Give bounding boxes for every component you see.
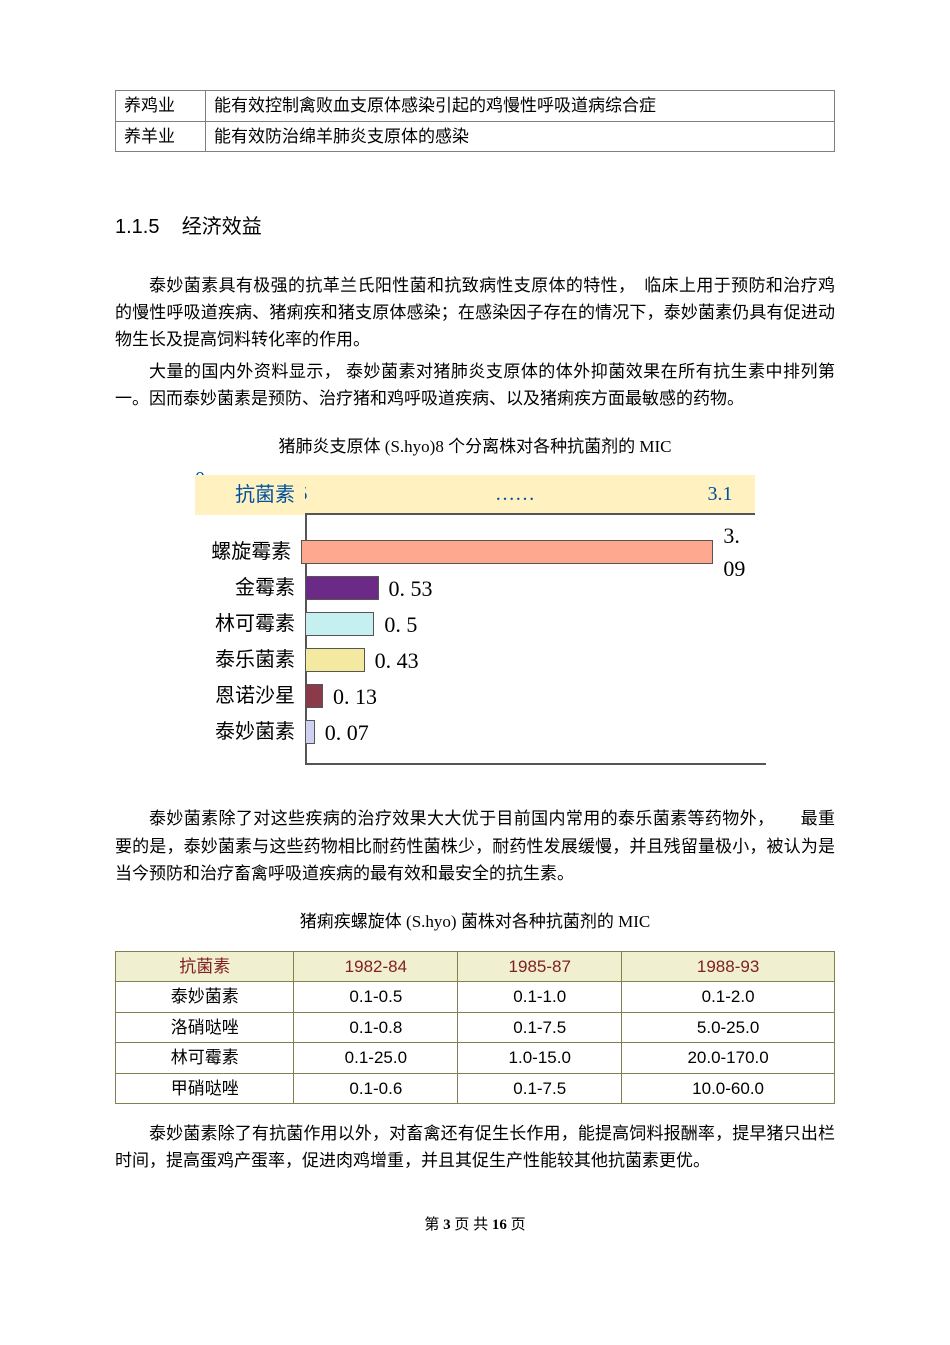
top-table-cell: 养鸡业 [116, 91, 206, 122]
chart-header-label: 抗菌素 [195, 475, 305, 515]
mic-table-cell: 林可霉素 [116, 1043, 294, 1074]
bar-value: 0. 43 [375, 644, 419, 677]
paragraph-1: 泰妙菌素具有极强的抗革兰氏阳性菌和抗致病性支原体的特性， 临床上用于预防和治疗鸡… [115, 272, 835, 354]
bar-label: 泰乐菌素 [197, 645, 305, 675]
bar-value: 0. 07 [325, 716, 369, 749]
paragraph-4: 泰妙菌素除了有抗菌作用以外，对畜禽还有促生长作用，能提高饲料报酬率，提早猪只出栏… [115, 1120, 835, 1174]
top-applications-table: 养鸡业能有效控制禽败血支原体感染引起的鸡慢性呼吸道病综合症养羊业能有效防治绵羊肺… [115, 90, 835, 152]
bar-label: 泰妙菌素 [197, 717, 305, 747]
paragraph-2: 大量的国内外资料显示， 泰妙菌素对猪肺炎支原体的体外抑菌效果在所有抗生素中排列第… [115, 358, 835, 412]
mic-data-table: 抗菌素1982-841985-871988-93 泰妙菌素0.1-0.50.1-… [115, 951, 835, 1105]
bar-row: 金霉素0. 53 [307, 573, 766, 603]
bar-label: 恩诺沙星 [197, 681, 305, 711]
mic-table-cell: 0.1-1.0 [458, 982, 622, 1013]
bar-value: 0. 53 [389, 572, 433, 605]
bar [305, 720, 315, 744]
bar-label: 林可霉素 [197, 609, 305, 639]
bar-label: 螺旋霉素 [197, 537, 301, 567]
top-table-cell: 能有效防治绵羊肺炎支原体的感染 [206, 121, 835, 152]
bar-row: 泰妙菌素0. 07 [307, 717, 766, 747]
mic-table-cell: 5.0-25.0 [622, 1012, 835, 1043]
section-title: 经济效益 [182, 216, 262, 238]
mic-table-cell: 泰妙菌素 [116, 982, 294, 1013]
footer-pre: 第 [424, 1217, 443, 1233]
bar-row: 螺旋霉素3. 09 [307, 537, 766, 567]
mic-table-header: 1985-87 [458, 951, 622, 982]
mic-table-cell: 0.1-2.0 [622, 982, 835, 1013]
bar-row: 恩诺沙星0. 13 [307, 681, 766, 711]
mic-table-cell: 0.1-7.5 [458, 1073, 622, 1104]
bar [305, 684, 323, 708]
mic-table-cell: 10.0-60.0 [622, 1073, 835, 1104]
mic-table-cell: 1.0-15.0 [458, 1043, 622, 1074]
page-footer: 第 3 页 共 16 页 [115, 1214, 835, 1237]
section-number: 1.1.5 [115, 216, 159, 238]
section-heading: 1.1.5 经济效益 [115, 212, 835, 242]
footer-total: 16 [492, 1217, 507, 1233]
mic-table-header: 1982-84 [294, 951, 458, 982]
chart-header-c3: 3.1 [685, 475, 755, 513]
bar [301, 540, 713, 564]
mic-table-cell: 0.1-25.0 [294, 1043, 458, 1074]
mic-table-title: 猪痢疾螺旋体 (S.hyo) 菌株对各种抗菌剂的 MIC [115, 909, 835, 935]
mic-table-header: 1988-93 [622, 951, 835, 982]
bar-value: 0. 13 [333, 680, 377, 713]
top-table-cell: 养羊业 [116, 121, 206, 152]
mic-table-cell: 0.1-7.5 [458, 1012, 622, 1043]
chart1-title: 猪肺炎支原体 (S.hyo)8 个分离株对各种抗菌剂的 MIC [115, 434, 835, 460]
mic-table-cell: 0.1-0.6 [294, 1073, 458, 1104]
footer-page: 3 [443, 1217, 451, 1233]
bar-value: 0. 5 [384, 608, 417, 641]
footer-mid: 页 共 [451, 1217, 492, 1233]
mic-table-cell: 0.1-0.5 [294, 982, 458, 1013]
bar-value: 3. 09 [723, 519, 765, 585]
bar [305, 648, 365, 672]
mic-table-cell: 0.1-0.8 [294, 1012, 458, 1043]
bar-row: 泰乐菌素0. 43 [307, 645, 766, 675]
paragraph-3: 泰妙菌素除了对这些疾病的治疗效果大大优于目前国内常用的泰乐菌素等药物外， 最重要… [115, 805, 835, 887]
mic-bar-chart: 抗菌素 0 ~ 0.5 0.5 …… 3.1 螺旋霉素3. 09金霉素0. 53… [195, 475, 755, 765]
top-table-cell: 能有效控制禽败血支原体感染引起的鸡慢性呼吸道病综合症 [206, 91, 835, 122]
bar [305, 612, 374, 636]
mic-table-cell: 甲硝哒唑 [116, 1073, 294, 1104]
mic-table-header: 抗菌素 [116, 951, 294, 982]
bar-row: 林可霉素0. 5 [307, 609, 766, 639]
mic-table-cell: 洛硝哒唑 [116, 1012, 294, 1043]
footer-post: 页 [507, 1217, 526, 1233]
bar-label: 金霉素 [197, 573, 305, 603]
mic-table-cell: 20.0-170.0 [622, 1043, 835, 1074]
bar [305, 576, 379, 600]
chart-header-c2: …… [345, 475, 685, 513]
